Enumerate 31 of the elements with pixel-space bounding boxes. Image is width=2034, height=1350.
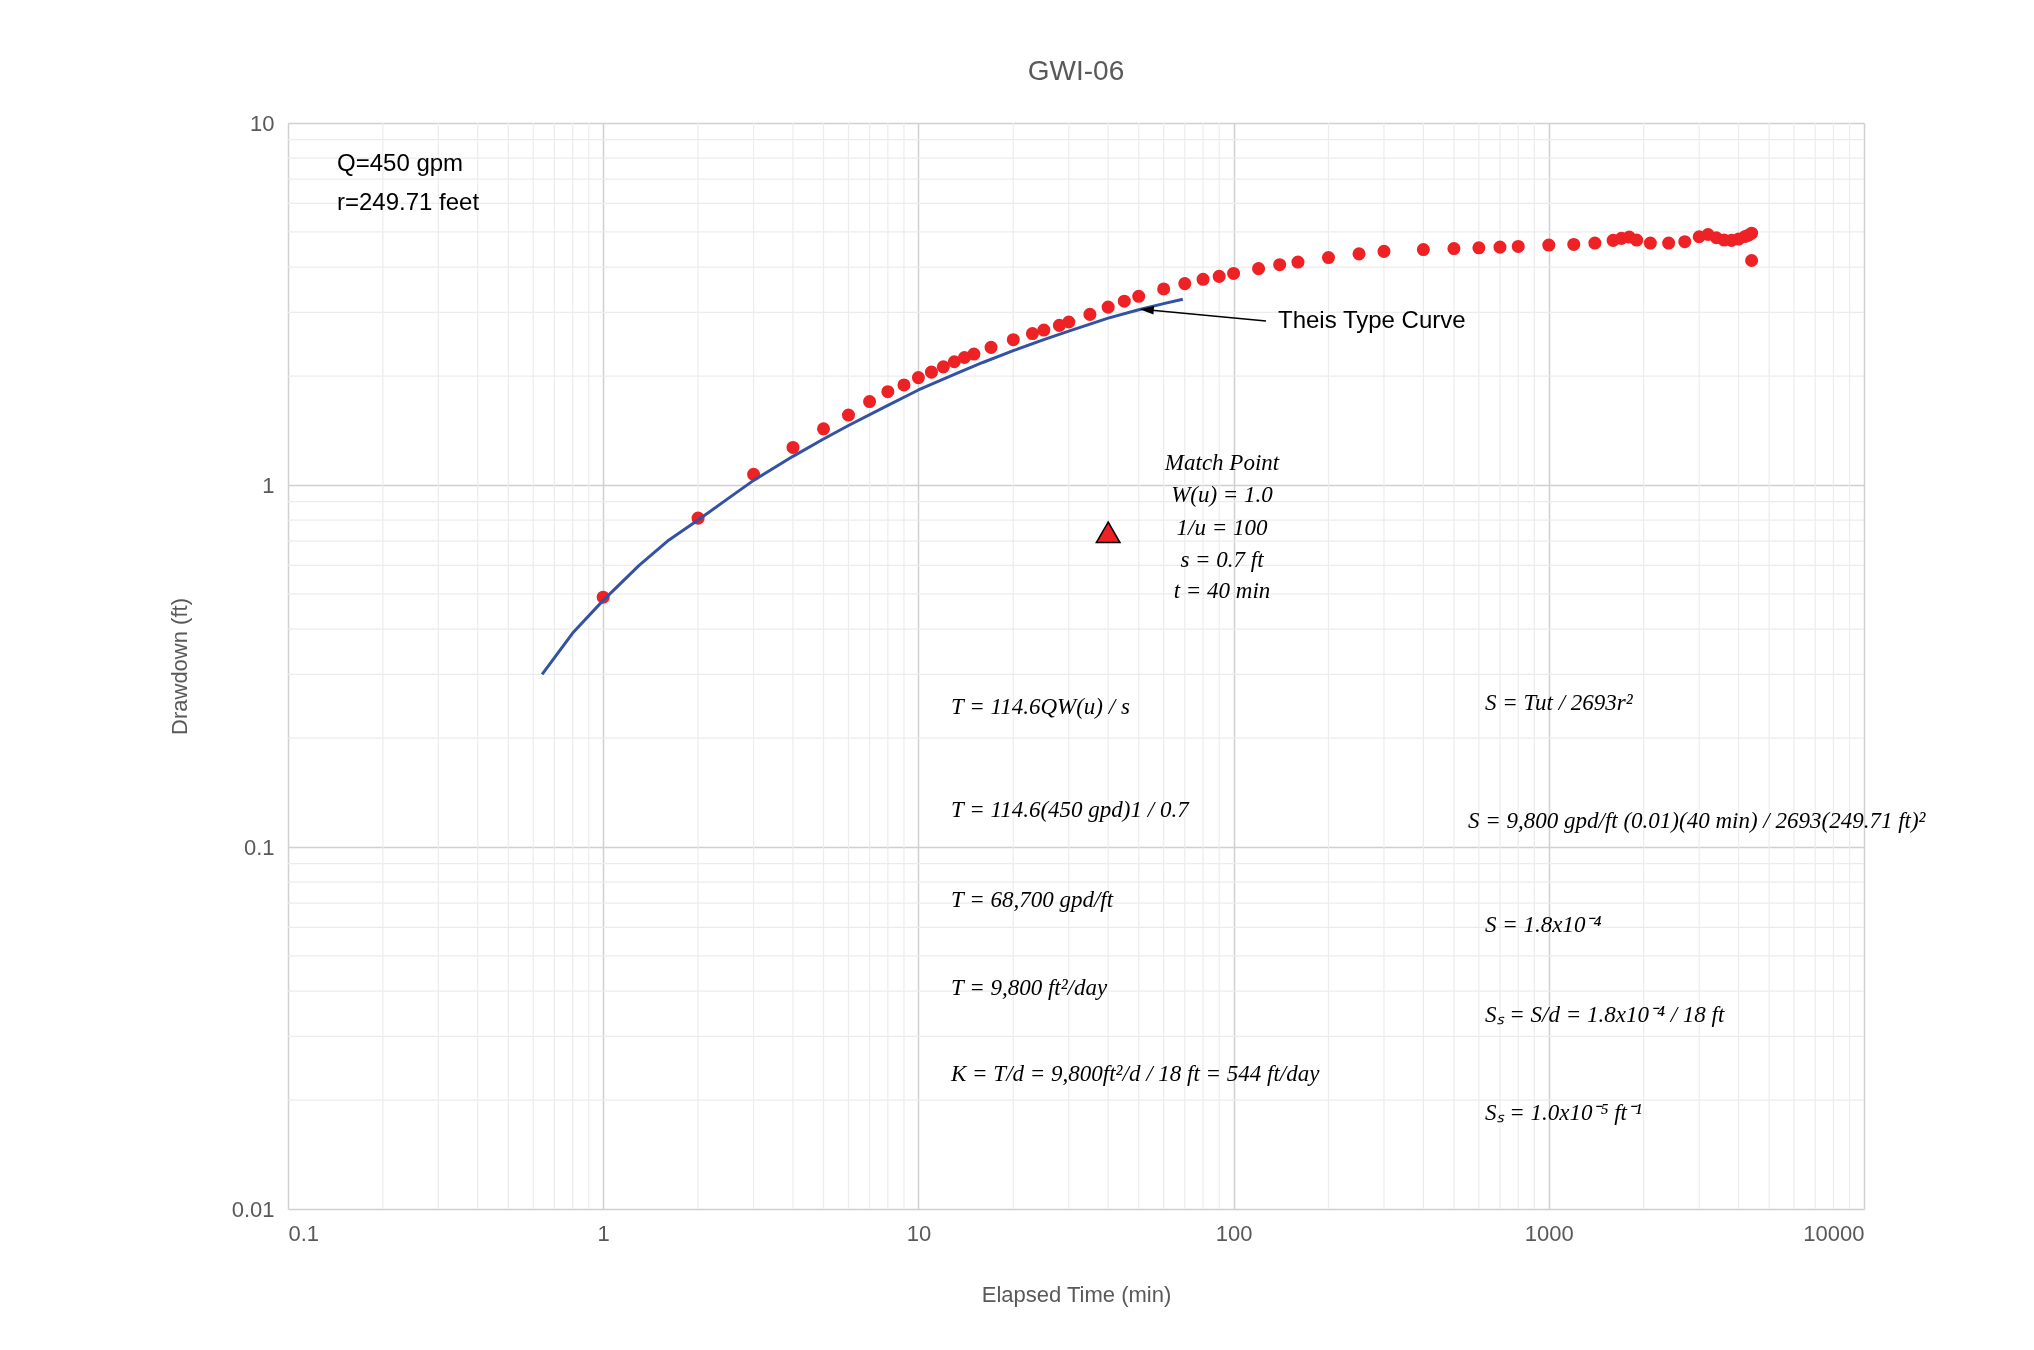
annotation: r=249.71 feet <box>337 188 480 215</box>
x-tick-label: 0.1 <box>288 1220 320 1246</box>
annotation: 1/u = 100 <box>1176 515 1268 540</box>
annotation: s = 0.7 ft <box>1180 547 1265 572</box>
annotation: Q=450 gpm <box>337 149 464 176</box>
annotation: W(u) = 1.0 <box>1171 482 1274 507</box>
annotation: S = 1.8x10⁻⁴ <box>1485 912 1602 937</box>
annotation: Theis Type Curve <box>1278 306 1466 333</box>
y-axis-title: Drawdown (ft) <box>166 598 192 735</box>
annotation: K = T/d = 9,800ft²/d / 18 ft = 544 ft/day <box>950 1061 1321 1086</box>
annotation: S = Tut / 2693r² <box>1485 690 1634 715</box>
x-tick-label: 10000 <box>1803 1220 1865 1246</box>
y-tick-label: 10 <box>250 110 275 136</box>
y-tick-label: 0.01 <box>231 1196 275 1222</box>
x-tick-label: 1000 <box>1524 1220 1574 1246</box>
annotation: T = 114.6(450 gpd)1 / 0.7 <box>951 797 1191 822</box>
annotation: Sₛ = 1.0x10⁻⁵ ft⁻¹ <box>1485 1100 1643 1125</box>
annotation: Sₛ = S/d = 1.8x10⁻⁴ / 18 ft <box>1485 1002 1725 1027</box>
chart-title: GWI-06 <box>1027 55 1125 86</box>
x-axis-title: Elapsed Time (min) <box>981 1281 1172 1307</box>
x-tick-label: 1 <box>597 1220 610 1246</box>
annotation: T = 114.6QW(u) / s <box>951 694 1130 719</box>
x-tick-label: 10 <box>906 1220 932 1246</box>
y-tick-label: 0.1 <box>243 834 275 860</box>
annotation: Match Point <box>1163 450 1280 475</box>
annotation: T = 9,800 ft²/day <box>951 975 1108 1000</box>
annotation: t = 40 min <box>1173 578 1271 603</box>
y-tick-label: 1 <box>262 472 275 498</box>
x-tick-label: 100 <box>1215 1220 1253 1246</box>
annotation: S = 9,800 gpd/ft (0.01)(40 min) / 2693(249.71 ft)² <box>1468 808 1927 833</box>
annotation: T = 68,700 gpd/ft <box>951 887 1114 912</box>
